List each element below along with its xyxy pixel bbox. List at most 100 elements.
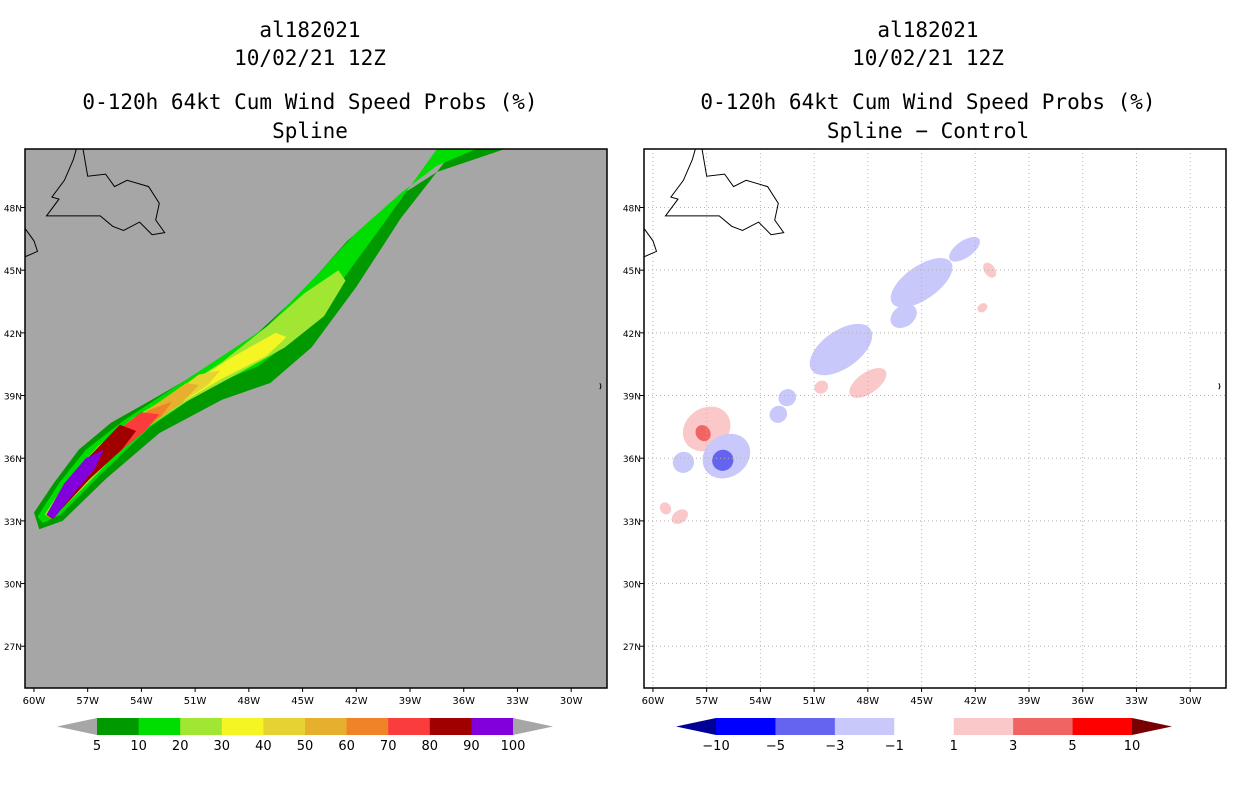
contour-20 — [44, 270, 346, 519]
x-tick-label: 45W — [910, 696, 933, 707]
map-frame — [643, 148, 1227, 689]
x-tick-label: 48W — [857, 696, 880, 707]
colorbar-label: 80 — [422, 739, 439, 754]
right-map-panel: 60W 57W 54W 51W 48W 45W 42W 39W 36W 33W 30W 27N 30N 3… — [623, 148, 1227, 707]
left-colorbar: 5 10 20 30 40 50 60 70 80 90 100 — [57, 718, 553, 754]
colorbar-swatch — [953, 718, 1014, 735]
diff-blob-negative — [769, 405, 788, 423]
left-datetime: 10/02/21 12Z — [234, 46, 386, 70]
coastline-newfoundland — [664, 149, 785, 236]
colorbar-high-arrow — [513, 718, 553, 735]
diff-blob-negative — [949, 236, 980, 262]
colorbar-swatch — [1072, 718, 1133, 735]
colorbar-label: 50 — [297, 739, 314, 754]
colorbar-swatch — [775, 718, 836, 735]
x-tick-label: 36W — [452, 696, 475, 707]
right-storm-id: al182021 — [877, 18, 979, 42]
diff-blob-positive — [814, 380, 829, 394]
colorbar-low-arrow — [676, 718, 716, 735]
contour-50 — [46, 383, 199, 519]
y-tick-label: 33N — [4, 518, 22, 528]
diff-blob-negative — [712, 449, 734, 471]
y-tick-label: 27N — [623, 643, 641, 653]
left-map-panel: 60W 57W 54W 51W 48W 45W 42W 39W 36W 33W 30W 27N 30N 3… — [4, 148, 608, 707]
x-tick-label: 57W — [695, 696, 718, 707]
colorbar-label: −1 — [885, 739, 904, 754]
contour-40 — [46, 370, 221, 519]
colorbar-label: 60 — [338, 739, 355, 754]
right-chart-subtitle: Spline − Control — [826, 119, 1030, 143]
colorbar-label: −3 — [825, 739, 844, 754]
colorbar-swatch — [221, 718, 264, 735]
contour-90 — [46, 449, 104, 519]
coastline-nova-scotia — [644, 227, 658, 258]
y-tick-label: 45N — [4, 267, 22, 277]
y-tick-label: 45N — [623, 267, 641, 277]
diff-blob-positive — [659, 502, 672, 515]
right-chart-title: 0-120h 64kt Cum Wind Speed Probs (%) — [700, 90, 1156, 114]
colorbar-swatch — [263, 718, 306, 735]
left-storm-id: al182021 — [259, 18, 361, 42]
y-tick-label: 42N — [4, 330, 22, 340]
diff-blob-negative — [890, 304, 917, 328]
colorbar-label: 20 — [172, 739, 189, 754]
map-background — [25, 149, 607, 688]
colorbar-label: 5 — [93, 739, 101, 754]
colorbar-label: 1 — [950, 739, 958, 754]
y-tick-label: 33N — [623, 518, 641, 528]
x-tick-label: 33W — [506, 696, 529, 707]
colorbar-high-arrow — [1132, 718, 1172, 735]
x-tick-label: 36W — [1071, 696, 1094, 707]
y-tick-label: 36N — [4, 455, 22, 465]
colorbar-low-arrow — [57, 718, 97, 735]
y-tick-label: 39N — [623, 393, 641, 403]
colorbar-label: 70 — [380, 739, 397, 754]
diff-blob-positive — [849, 367, 887, 398]
contour-30 — [46, 332, 287, 517]
colorbar-label: 5 — [1068, 739, 1076, 754]
coastline-nova-scotia — [25, 227, 39, 258]
left-chart-subtitle: Spline — [272, 119, 348, 143]
colorbar-label: 10 — [1124, 739, 1141, 754]
x-tick-label: 48W — [238, 696, 261, 707]
y-tick-label: 30N — [623, 581, 641, 591]
diff-blob-negative — [809, 323, 873, 376]
y-tick-label: 27N — [4, 643, 22, 653]
diff-blob-negative — [672, 451, 695, 473]
colorbar-label: 40 — [255, 739, 272, 754]
colorbar-swatch — [471, 718, 514, 735]
map-background — [644, 149, 1226, 688]
coastline-azores — [599, 382, 602, 390]
colorbar-swatch — [346, 718, 389, 735]
colorbar-label: 90 — [463, 739, 480, 754]
right-colorbar: −10 −5 −3 −1 1 3 5 10 — [676, 718, 1172, 754]
right-datetime: 10/02/21 12Z — [852, 46, 1004, 70]
y-tick-label: 42N — [623, 330, 641, 340]
diff-blob-positive — [671, 509, 688, 524]
colorbar-swatch — [97, 718, 140, 735]
y-tick-label: 30N — [4, 581, 22, 591]
diff-blob-negative — [890, 258, 953, 308]
x-tick-label: 33W — [1125, 696, 1148, 707]
colorbar-swatch — [834, 718, 895, 735]
colorbar-swatch — [388, 718, 431, 735]
x-tick-label: 54W — [749, 696, 772, 707]
coastline-azores — [1218, 382, 1221, 390]
x-tick-label: 30W — [560, 696, 583, 707]
x-tick-label: 51W — [184, 696, 207, 707]
map-frame — [24, 148, 608, 689]
diff-blob-positive — [977, 303, 988, 313]
x-tick-label: 54W — [130, 696, 153, 707]
colorbar-label: 3 — [1009, 739, 1017, 754]
colorbar-label: −5 — [766, 739, 785, 754]
x-tick-label: 60W — [23, 696, 46, 707]
x-tick-label: 57W — [76, 696, 99, 707]
colorbar-swatch — [894, 718, 955, 735]
diff-blob-positive — [983, 262, 997, 278]
diff-blob-negative — [778, 389, 797, 407]
colorbar-label: −10 — [702, 739, 729, 754]
colorbar-swatch — [180, 718, 223, 735]
y-tick-label: 48N — [623, 204, 641, 214]
x-tick-label: 42W — [964, 696, 987, 707]
